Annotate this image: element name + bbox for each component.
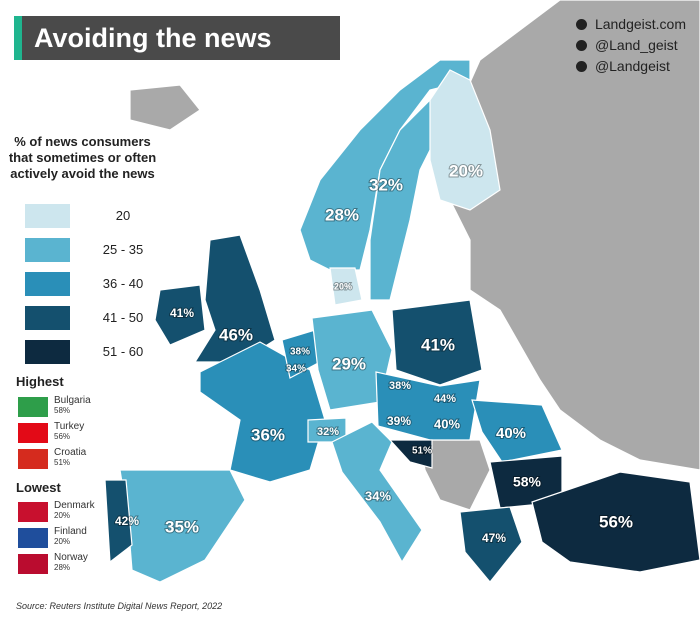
legend-item: 41 - 50: [25, 306, 175, 330]
country-value: 28%: [54, 563, 71, 572]
map-label: 42%: [115, 514, 139, 528]
map-label: 36%: [251, 425, 285, 444]
country-value: 56%: [54, 432, 71, 441]
country: [471, 399, 563, 463]
map-label: 51%: [412, 446, 432, 457]
country-value: 51%: [54, 458, 71, 467]
map-label: 28%: [325, 205, 359, 224]
legend-swatch: [25, 306, 70, 330]
map-label: 46%: [219, 325, 253, 344]
legend-label: 25 - 35: [102, 242, 144, 257]
map-label: 20%: [334, 281, 352, 291]
map-label: 38%: [290, 347, 310, 358]
country-name: Croatia: [54, 447, 87, 458]
map-label: 34%: [286, 364, 306, 375]
map-label: 32%: [317, 426, 339, 438]
map-label: 32%: [369, 175, 403, 194]
map-label: 35%: [165, 517, 199, 536]
legend-swatch: [25, 340, 70, 364]
country: [531, 471, 700, 573]
legend-swatch: [25, 272, 70, 296]
map-label: 41%: [170, 306, 194, 320]
map-label: 56%: [599, 512, 633, 531]
country-name: Denmark: [54, 500, 95, 511]
country: [391, 299, 483, 386]
country-name: Finland: [54, 526, 87, 537]
country: [331, 421, 423, 564]
country: [429, 69, 501, 211]
legend-item: 51 - 60: [25, 340, 175, 364]
country: [459, 506, 523, 583]
land: [439, 0, 700, 471]
flag: [18, 449, 48, 469]
map-label: 40%: [496, 425, 526, 442]
social-links: Landgeist.com @Land_geist @Landgeist: [576, 14, 686, 77]
country: [388, 439, 433, 469]
legend-item: 36 - 40: [25, 272, 175, 296]
map-label: 20%: [449, 161, 483, 180]
legend-swatch: [25, 238, 70, 262]
legend-label: 36 - 40: [102, 276, 144, 291]
map-label: 47%: [482, 531, 506, 545]
flag: [18, 502, 48, 522]
map-label: 29%: [332, 354, 366, 373]
map-label: 44%: [434, 393, 456, 405]
legend-title: % of news consumers that sometimes or of…: [8, 134, 157, 181]
legend-item: 25 - 35: [25, 238, 175, 262]
source: Source: Reuters Institute Digital News R…: [16, 601, 223, 611]
legend-label: 41 - 50: [102, 310, 144, 325]
legend-item: 20: [25, 204, 175, 228]
social-handle: Landgeist.com: [576, 14, 686, 35]
flag: [18, 397, 48, 417]
map-label: 40%: [434, 416, 460, 431]
title: Avoiding the news: [14, 16, 340, 60]
country: [369, 98, 441, 301]
legend-swatch: [25, 204, 70, 228]
lowest-title: Lowest: [16, 480, 61, 495]
country-name: Bulgaria: [54, 395, 91, 406]
map-label: 58%: [513, 474, 542, 490]
map-label: 38%: [389, 380, 411, 392]
social-handle: @Land_geist: [576, 35, 686, 56]
land: [129, 84, 201, 131]
country: [329, 267, 363, 306]
legend-label: 20: [115, 208, 131, 223]
flag: [18, 554, 48, 574]
country-name: Turkey: [54, 421, 85, 432]
country: [104, 479, 133, 564]
flag: [18, 423, 48, 443]
map-labels: 20% 32% 28% 20% 41% 46% 38% 34% 29% 41% 38% 44% 39% 4…: [114, 160, 634, 546]
country: [375, 371, 481, 441]
country-name: Norway: [54, 552, 88, 563]
map-label: 34%: [365, 488, 391, 503]
legend-label: 51 - 60: [102, 344, 144, 359]
land: [419, 439, 491, 511]
country: [154, 284, 206, 346]
social-handle: @Landgeist: [576, 56, 686, 77]
map-label: 39%: [387, 414, 411, 428]
flag: [18, 528, 48, 548]
country-value: 20%: [54, 511, 71, 520]
highest-title: Highest: [16, 374, 64, 389]
country-value: 20%: [54, 537, 71, 546]
country-value: 58%: [54, 406, 71, 415]
map-label: 41%: [421, 335, 455, 354]
